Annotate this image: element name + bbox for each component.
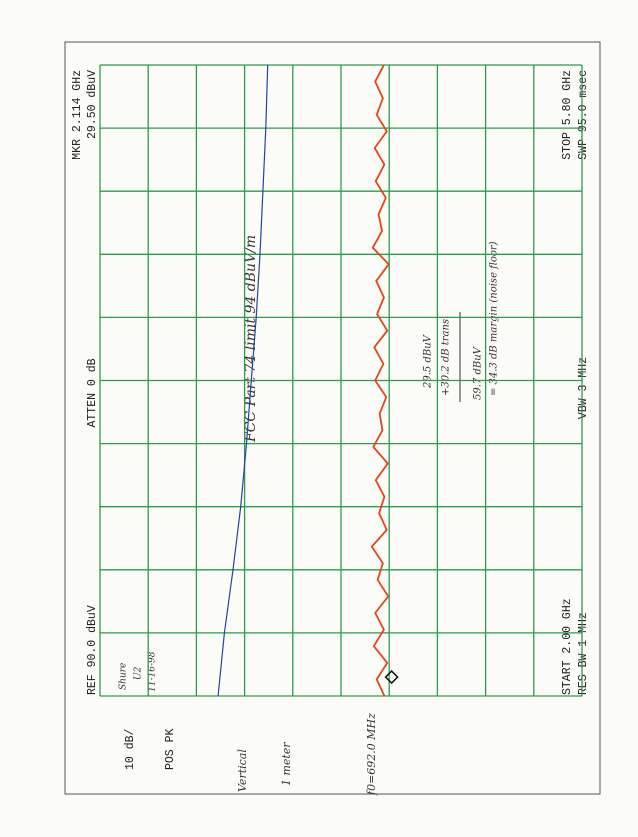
note-fundamental: f0=692.0 MHz — [365, 713, 378, 796]
note-date: 11-16-98 — [148, 651, 158, 692]
note-distance: 1 meter — [280, 742, 293, 786]
stop-freq: STOP 5.80 GHz — [561, 70, 574, 160]
sweep: SWP 95.0 msec — [577, 70, 590, 160]
scale: 10 dB/ — [124, 728, 137, 770]
marker-level: 29.50 dBuV — [86, 70, 99, 139]
atten: ATTEN 0 dB — [86, 358, 99, 427]
res-bw: RES BW 1 MHz — [577, 612, 590, 695]
frame — [64, 41, 601, 795]
note-limit: FCC Part 74 limit 94 dBuV/m — [243, 235, 259, 443]
note-reading: 29.5 dBuV — [423, 333, 434, 389]
trace-line — [370, 64, 390, 697]
marker-freq: MKR 2.114 GHz — [71, 70, 84, 160]
limit-line — [217, 64, 269, 697]
ref-level: REF 90.0 dBuV — [86, 605, 99, 695]
vbw: VBW 3 MHz — [577, 357, 590, 419]
note-device: Shure — [119, 663, 129, 690]
note-corrected: 59.7 dBuV — [473, 345, 484, 400]
note-model: U2 — [134, 666, 144, 680]
note-polarization: Vertical — [236, 749, 249, 792]
start-freq: START 2.00 GHz — [561, 598, 574, 695]
note-margin: = 34.3 dB margin (noise floor) — [489, 241, 500, 396]
note-transducer: +30.2 dB trans. — [441, 316, 452, 396]
marker — [384, 670, 399, 685]
detector: POS PK — [164, 728, 177, 770]
